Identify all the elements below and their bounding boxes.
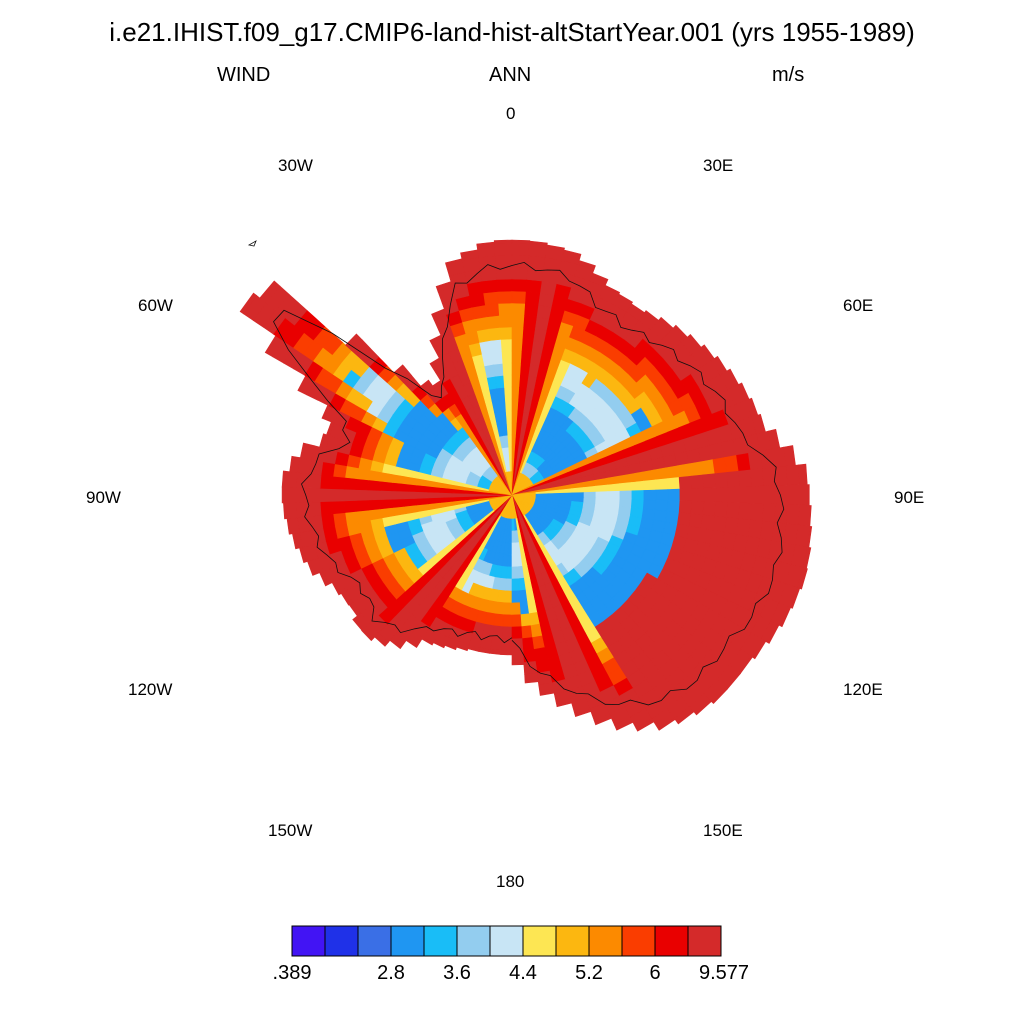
colorbar-label: 2.8: [377, 962, 405, 984]
colorbar-box: [621, 925, 656, 957]
lon-label-60e: 60E: [843, 296, 874, 315]
colorbar-box: [456, 925, 491, 957]
lon-label-30w: 30W: [278, 156, 313, 175]
colorbar-box: [687, 925, 722, 957]
colorbar-label: .389: [272, 962, 312, 984]
lon-label-60w: 60W: [138, 296, 173, 315]
lon-label-120w: 120W: [128, 680, 173, 699]
units-label: m/s: [772, 64, 805, 86]
coastline: [247, 240, 785, 706]
colorbar-box: [522, 925, 557, 957]
lon-label-0: 0: [506, 104, 516, 123]
lon-label-120e: 120E: [843, 680, 883, 699]
lon-label-30e: 30E: [703, 156, 734, 175]
variable-label: WIND: [217, 64, 271, 86]
colorbar-label: 5.2: [575, 962, 603, 984]
colorbar-box: [588, 925, 623, 957]
lon-label-90e: 90E: [894, 488, 925, 507]
wind-field: [239, 239, 813, 732]
colorbar-box: [324, 925, 359, 957]
colorbar-box: [654, 925, 689, 957]
colorbar-box: [489, 925, 524, 957]
lon-label-150w: 150W: [268, 821, 313, 840]
colorbar-box: [423, 925, 458, 957]
colorbar-box: [357, 925, 392, 957]
colorbar-box: [390, 925, 425, 957]
lon-label-180: 180: [496, 872, 525, 891]
colorbar-box: [291, 925, 326, 957]
colorbar-box: [555, 925, 590, 957]
colorbar-label: 9.577: [698, 962, 750, 984]
colorbar-label: 4.4: [509, 962, 537, 984]
page-title: i.e21.IHIST.f09_g17.CMIP6-land-hist-altS…: [109, 17, 915, 47]
lon-label-150e: 150E: [703, 821, 743, 840]
colorbar-label: 6: [649, 962, 661, 984]
colorbar-label: 3.6: [443, 962, 471, 984]
season-label: ANN: [489, 64, 532, 86]
lon-label-90w: 90W: [86, 488, 121, 507]
